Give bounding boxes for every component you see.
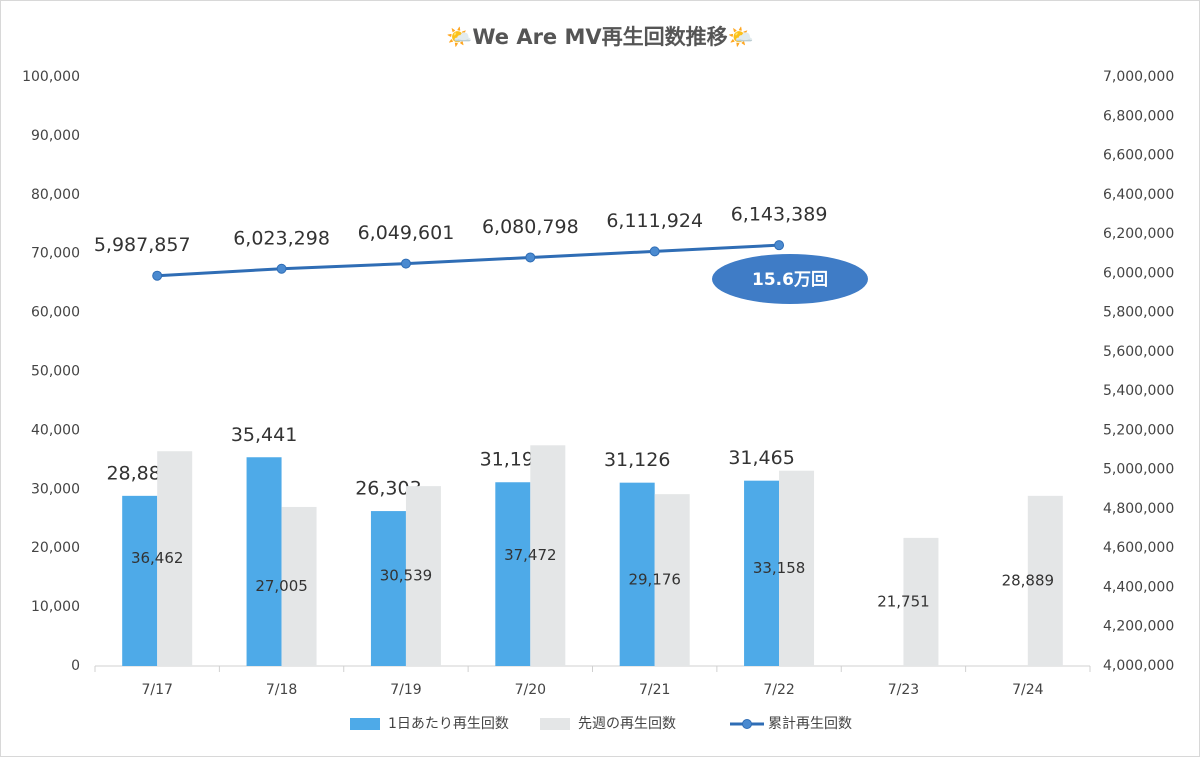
legend-swatch [742,719,752,729]
bar [654,494,690,666]
y2-tick-label: 7,000,000 [1103,69,1174,85]
data-label: 37,472 [504,546,557,564]
y2-tick-label: 6,600,000 [1103,148,1174,164]
bar [495,482,531,666]
line-marker [525,252,536,263]
data-label: 30,539 [380,567,433,585]
data-label: 28,889 [1002,571,1055,589]
y-tick-label: 0 [71,658,80,674]
line-marker [276,263,287,274]
data-label: 6,049,601 [358,222,455,244]
y-tick-label: 90,000 [31,128,80,144]
data-label: 6,111,924 [606,210,703,232]
data-label: 31,465 [728,447,794,469]
y-tick-label: 20,000 [31,540,80,556]
line-marker [152,270,163,281]
line [157,243,780,278]
data-label: 21,751 [877,592,930,610]
data-label: 26,303 [355,478,421,500]
y-tick-label: 30,000 [31,481,80,497]
y2-tick-label: 4,200,000 [1103,619,1174,635]
bar [903,537,939,666]
bar [246,457,282,666]
y2-tick-label: 5,000,000 [1103,462,1174,478]
y2-tick-label: 5,600,000 [1103,344,1174,360]
y2-tick-label: 4,400,000 [1103,579,1174,595]
data-label: 5,987,857 [94,234,191,256]
bar [157,451,193,666]
data-label: 29,176 [628,571,681,589]
data-label: 33,158 [753,559,806,577]
y2-tick-label: 5,800,000 [1103,305,1174,321]
y2-tick-label: 4,000,000 [1103,658,1174,674]
legend-label: 1日あたり再生回数 [388,716,509,732]
bar [122,495,158,666]
x-tick-label: 7/22 [763,682,794,698]
y2-tick-label: 6,000,000 [1103,265,1174,281]
annotation: 15.6万回 [752,270,828,290]
line-marker [400,258,411,269]
x-tick-label: 7/17 [141,682,172,698]
bar [405,486,441,666]
legend-swatch [540,718,570,730]
bar [370,511,406,666]
y-tick-label: 60,000 [31,305,80,321]
y-tick-label: 10,000 [31,599,80,615]
annotation-bubble [712,254,868,304]
y-tick-label: 70,000 [31,246,80,262]
x-tick-label: 7/18 [266,682,297,698]
legend-label: 先週の再生回数 [578,716,676,732]
x-tick-label: 7/20 [515,682,546,698]
x-tick-label: 7/23 [888,682,919,698]
y2-tick-label: 6,400,000 [1103,187,1174,203]
y2-tick-label: 4,800,000 [1103,501,1174,517]
data-label: 31,126 [604,449,670,471]
y-tick-label: 40,000 [31,422,80,438]
bar [281,506,317,666]
data-label: 6,080,798 [482,216,579,238]
bar [1027,495,1063,666]
data-label: 28,889 [106,462,172,484]
chart-title: 🌤️We Are MV再生回数推移🌤️ [446,25,754,49]
bar [619,482,655,666]
y2-tick-label: 6,800,000 [1103,108,1174,124]
legend-swatch [350,718,380,730]
y2-tick-label: 4,600,000 [1103,540,1174,556]
data-label: 27,005 [255,577,308,595]
y-tick-label: 100,000 [22,69,80,85]
y-tick-label: 80,000 [31,187,80,203]
y2-tick-label: 6,200,000 [1103,226,1174,242]
y-tick-label: 50,000 [31,364,80,380]
legend-label: 累計再生回数 [768,716,852,732]
y2-tick-label: 5,200,000 [1103,422,1174,438]
x-tick-label: 7/21 [639,682,670,698]
data-label: 36,462 [131,549,184,567]
y2-tick-label: 5,400,000 [1103,383,1174,399]
line-marker [649,246,660,257]
bar [779,470,815,666]
data-label: 31,197 [480,449,546,471]
data-label: 6,143,389 [731,204,828,226]
line-marker [774,240,785,251]
data-label: 35,441 [231,424,297,446]
bar [744,480,780,666]
bar [530,445,566,666]
x-tick-label: 7/24 [1012,682,1044,698]
data-label: 6,023,298 [233,227,330,249]
x-tick-label: 7/19 [390,682,421,698]
